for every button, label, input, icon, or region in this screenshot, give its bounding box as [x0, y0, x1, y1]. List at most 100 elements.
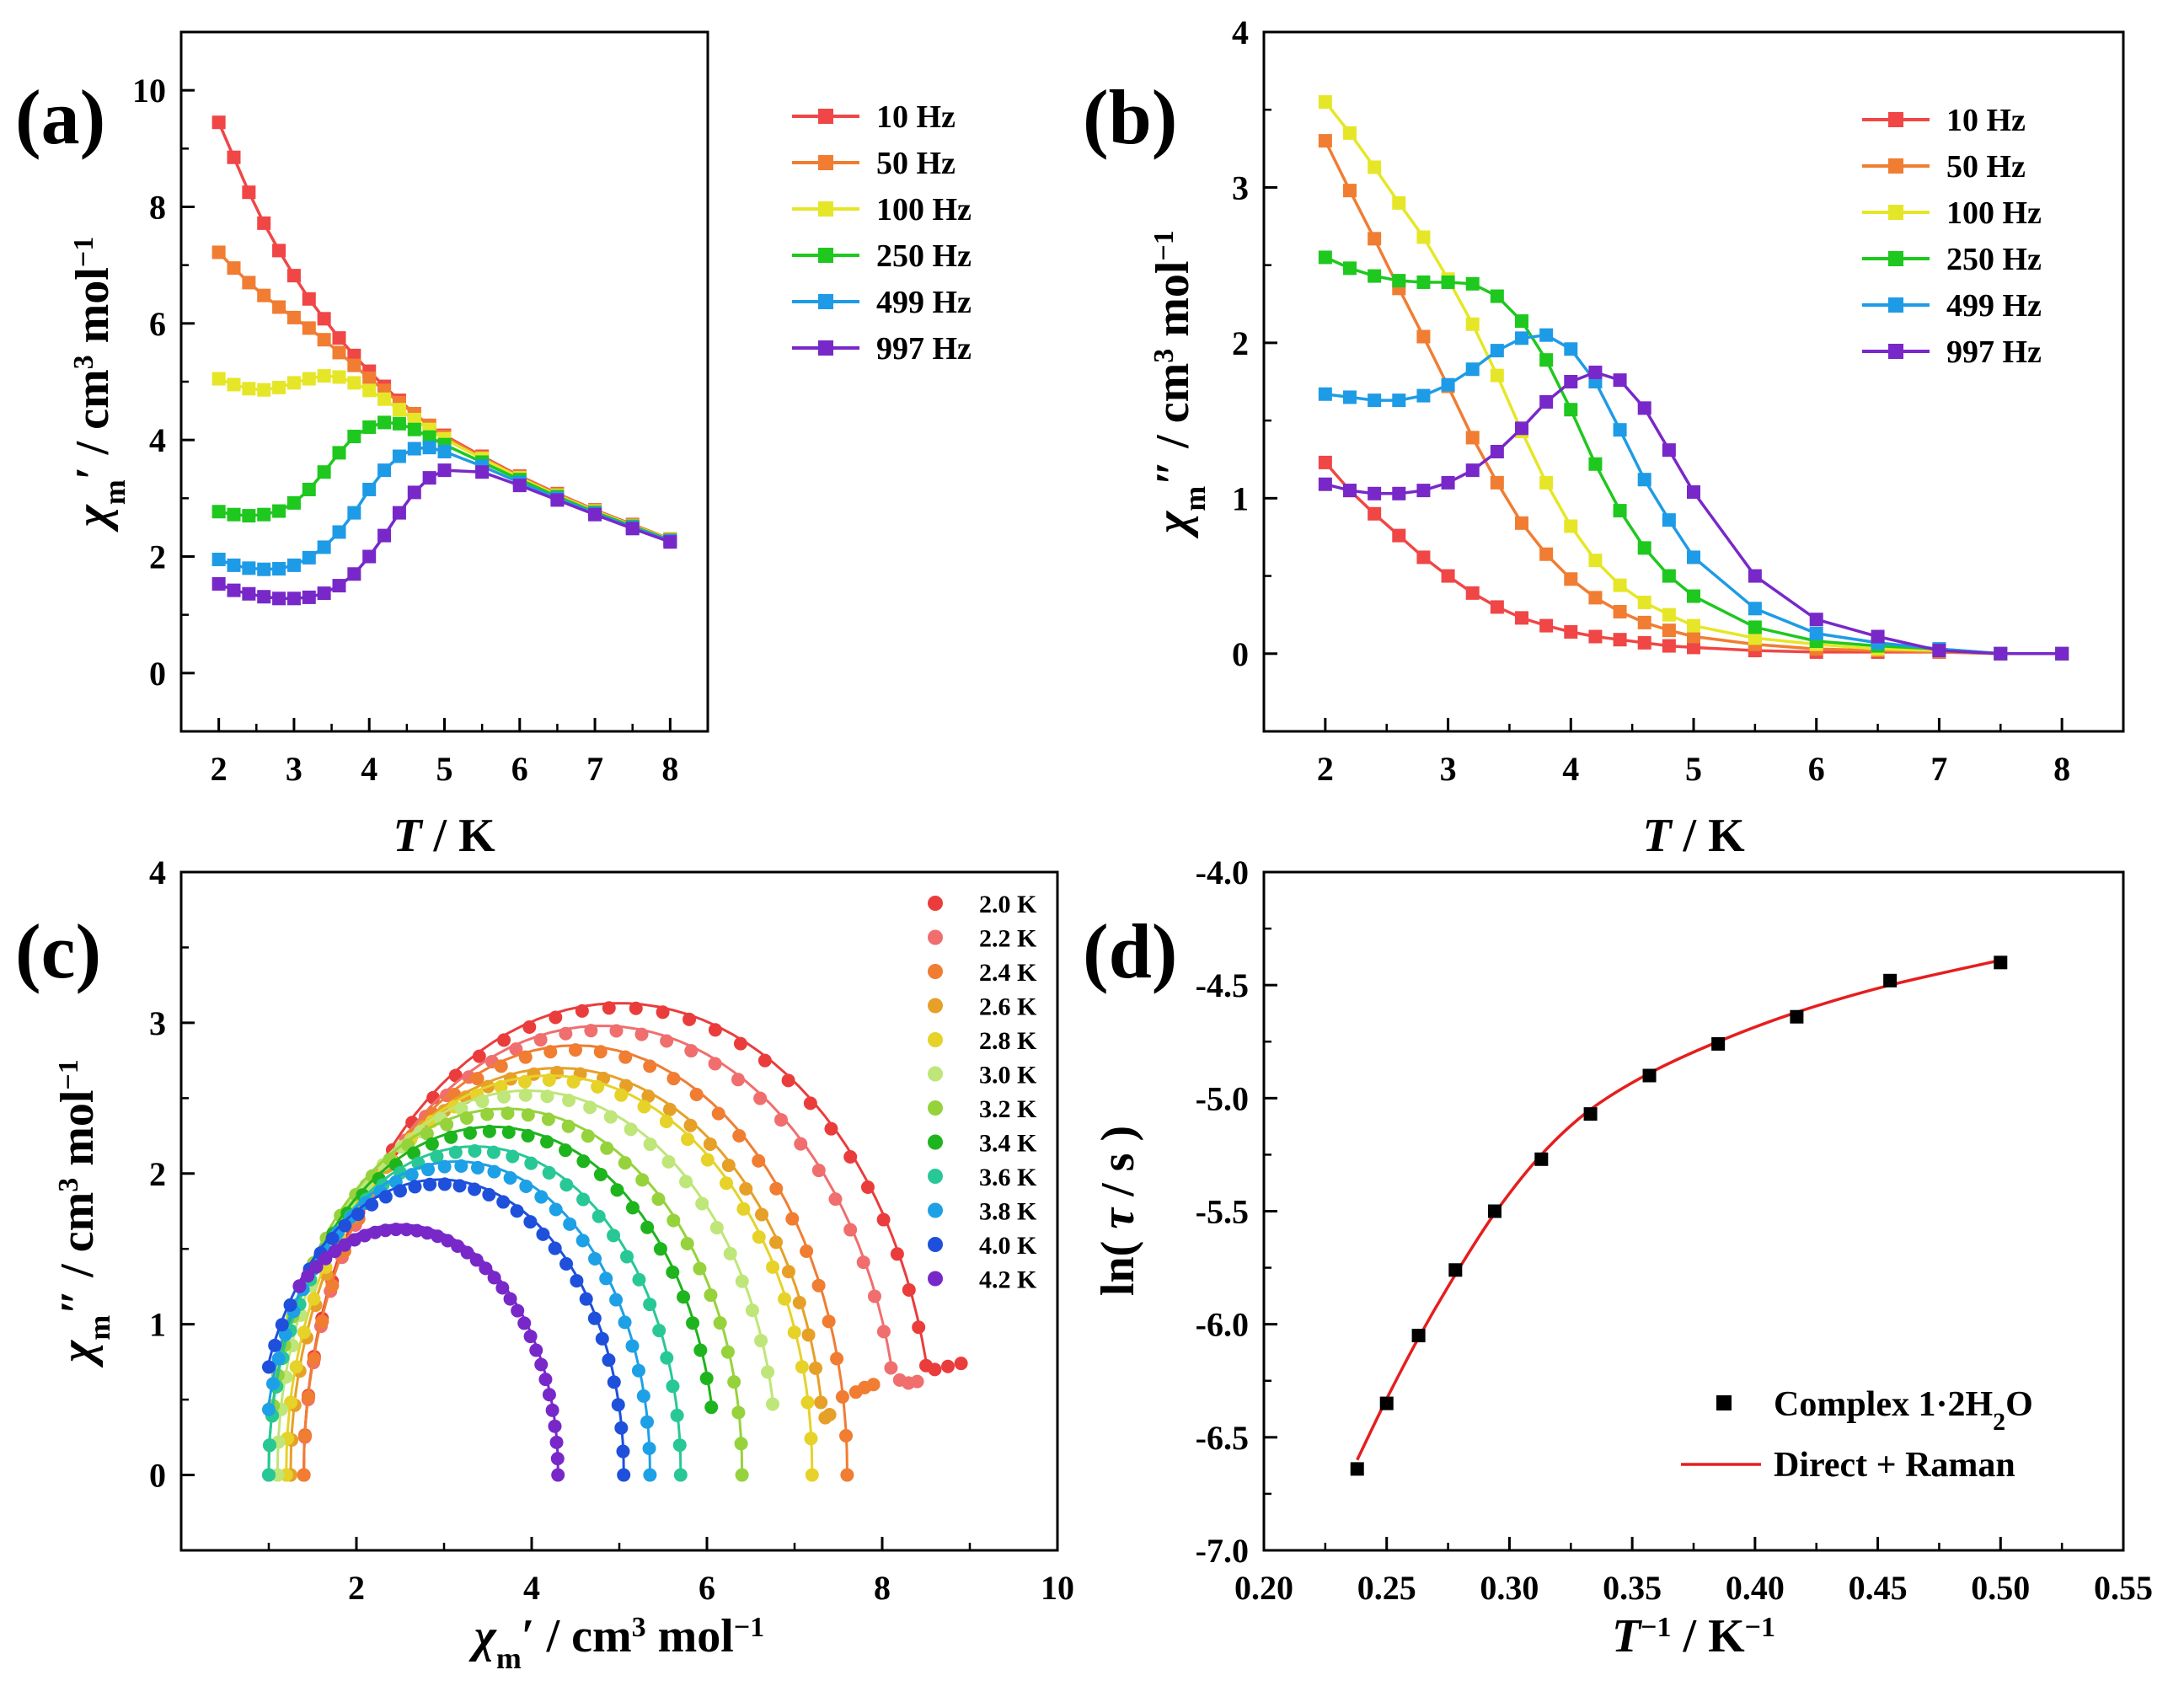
data-point [670, 1408, 684, 1422]
data-point [410, 1223, 424, 1238]
data-point [487, 1164, 501, 1179]
data-point [618, 1156, 632, 1170]
data-point [242, 561, 256, 575]
data-point [1687, 629, 1700, 644]
data-point [1588, 365, 1603, 379]
data-point [599, 1271, 613, 1286]
data-point [297, 1468, 311, 1482]
data-point [588, 507, 602, 522]
series-line [217, 251, 672, 541]
data-point [1441, 475, 1455, 490]
data-point [286, 591, 301, 606]
data-point [609, 1293, 624, 1307]
data-point [242, 509, 256, 523]
data-point [587, 1311, 602, 1325]
data-point [437, 445, 452, 458]
panel-label: (a) [15, 74, 105, 160]
subscript: m [1178, 486, 1212, 511]
legend-marker [818, 201, 833, 217]
data-point [1748, 620, 1762, 634]
data-point [640, 1415, 655, 1429]
data-point [643, 1298, 657, 1312]
data-point [811, 1278, 826, 1293]
data-point [1515, 331, 1528, 345]
data-point [501, 1125, 516, 1139]
data-point [451, 1239, 465, 1253]
data-point [607, 1228, 621, 1243]
series-line [217, 446, 671, 571]
plot-frame [179, 30, 709, 733]
fit-curve [276, 1089, 774, 1471]
data-point [602, 1353, 616, 1367]
legend-marker [1888, 158, 1903, 174]
data-point [695, 1196, 709, 1211]
x-tick-label: 0.40 [1726, 1569, 1785, 1607]
data-point [581, 1129, 595, 1143]
data-point [332, 525, 346, 539]
data-point [1637, 635, 1651, 650]
data-point [1564, 375, 1578, 388]
data-point [618, 1315, 632, 1330]
prime: ″ [51, 1289, 104, 1315]
data-point [579, 1292, 593, 1306]
data-point [315, 1314, 329, 1329]
data-point [1411, 1329, 1426, 1343]
data-point [721, 1159, 736, 1173]
data-point [727, 1375, 741, 1389]
superscript: 3 [632, 1612, 646, 1643]
data-point [781, 1265, 795, 1279]
data-point [332, 446, 346, 460]
y-tick-label: -6.5 [1196, 1419, 1249, 1457]
x-tick-label: 4 [523, 1569, 540, 1607]
data-point [704, 1400, 719, 1415]
data-point [559, 1256, 574, 1271]
data-point [679, 1175, 693, 1189]
data-point [551, 1468, 565, 1482]
data-point [262, 1360, 276, 1374]
unit: / cm [51, 1192, 104, 1289]
data-point [286, 310, 301, 324]
y-tick-label: -5.0 [1196, 1079, 1249, 1117]
data-point [338, 1238, 352, 1252]
data-point [377, 528, 392, 543]
data-point [257, 507, 271, 522]
unit: mol [51, 1090, 104, 1178]
unit: mol [646, 1610, 734, 1662]
data-point [517, 1316, 532, 1330]
data-point [548, 1241, 562, 1255]
data-point [593, 1167, 608, 1181]
data-point [1539, 547, 1554, 561]
data-point [302, 550, 316, 565]
y-axis-label: χm″ / cm3 mol−1 [51, 1059, 116, 1368]
data-point [641, 1089, 656, 1104]
data-point [609, 1024, 624, 1038]
data-point [549, 1202, 563, 1217]
data-point [1416, 484, 1431, 498]
data-point [388, 1223, 403, 1237]
data-point [766, 1397, 779, 1411]
legend-marker [928, 1134, 943, 1150]
data-point [563, 1217, 577, 1231]
data-point [272, 562, 286, 576]
data-point [1564, 519, 1578, 533]
legend-marker [928, 998, 943, 1014]
data-point [1662, 513, 1676, 527]
data-point [677, 1290, 691, 1304]
data-point [1687, 640, 1700, 655]
data-point [867, 1289, 881, 1303]
data-point [470, 1072, 484, 1086]
data-point [519, 1180, 533, 1194]
data-point [1613, 373, 1627, 388]
data-point [1368, 486, 1382, 500]
data-point [286, 376, 301, 390]
data-point [448, 1145, 463, 1159]
legend-label: 100 Hz [876, 192, 972, 227]
data-point [617, 1468, 631, 1482]
data-point [242, 276, 256, 290]
data-point [787, 1325, 801, 1340]
data-point [593, 1045, 608, 1059]
data-point [494, 1059, 508, 1073]
data-point [1539, 394, 1554, 409]
data-point [404, 1168, 419, 1182]
